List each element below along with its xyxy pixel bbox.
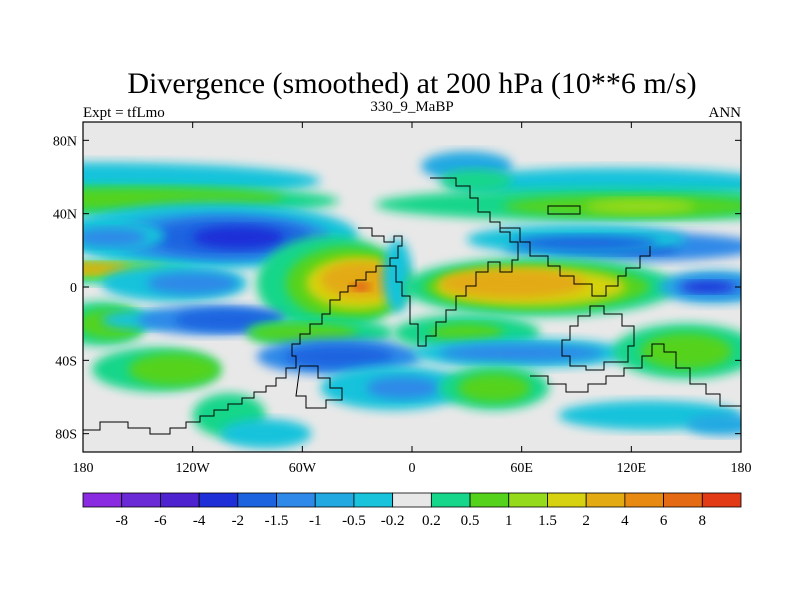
coastline-greenland <box>547 205 581 215</box>
colorbar-swatch <box>314 492 355 508</box>
field-contour <box>220 419 312 449</box>
colorbar-swatch <box>276 492 316 508</box>
field-contour <box>128 353 221 386</box>
colorbar-swatch <box>237 492 277 508</box>
colorbar-swatch <box>547 492 587 508</box>
colorbar-swatch <box>701 492 742 508</box>
y-tick-label: 80S <box>55 428 77 443</box>
colorbar-swatch <box>624 492 664 508</box>
field-contour <box>439 268 586 299</box>
coastline-americas <box>83 227 403 435</box>
colorbar-swatch <box>160 492 200 508</box>
colorbar-label: -1 <box>309 513 322 529</box>
coastline-africa <box>390 177 519 347</box>
colorbar-swatch <box>198 492 239 508</box>
coastline-australia <box>561 305 635 371</box>
colorbar-label: -2 <box>232 513 245 529</box>
case-label: 330_9_MaBP <box>370 99 453 115</box>
colorbar: -8 -6 -4 -2 -1.5 -1 -0.5 -0.2 0.2 0.5 1 1.5 2 4 6 8 <box>82 492 742 529</box>
x-tick-label: 180 <box>73 461 94 476</box>
y-tick-label: 80N <box>53 134 77 149</box>
x-tick-label: 0 <box>409 461 416 476</box>
field-contour <box>686 413 741 436</box>
field-contour <box>382 239 412 313</box>
field-contour <box>585 199 696 214</box>
field-contour <box>284 345 394 368</box>
plot-area <box>83 122 741 452</box>
colorbar-label: 0.2 <box>422 513 441 529</box>
colorbar-swatch <box>121 492 161 508</box>
y-tick-label: 40N <box>53 208 77 223</box>
field-contour <box>680 281 736 293</box>
colorbar-label: -4 <box>193 513 206 529</box>
x-tick-label: 120W <box>176 461 211 476</box>
colorbar-label: 0.5 <box>461 513 480 529</box>
field-contour <box>83 263 129 275</box>
field-contour <box>146 272 239 295</box>
colorbar-swatch <box>392 492 432 508</box>
colorbar-label: -0.5 <box>342 513 366 529</box>
field-contour <box>192 226 285 249</box>
field-contour <box>439 343 604 363</box>
colorbar-label: 8 <box>699 513 707 529</box>
field-contour <box>640 332 732 370</box>
coastlines <box>83 177 741 435</box>
colorbar-label: -1.5 <box>265 513 289 529</box>
chart-title: Divergence (smoothed) at 200 hPa (10**6 … <box>127 67 696 100</box>
colorbar-label: 4 <box>621 513 629 529</box>
x-tick-label: 60W <box>289 461 317 476</box>
colorbar-swatch <box>469 492 510 508</box>
colorbar-swatch <box>663 492 703 508</box>
field-contour <box>366 376 440 399</box>
field-contour <box>247 323 358 343</box>
x-tick-label: 60E <box>510 461 533 476</box>
y-tick-label: 40S <box>55 354 77 369</box>
season-label: ANN <box>709 105 742 121</box>
colorbar-swatch <box>82 492 123 508</box>
coastline-eurasia <box>500 227 651 297</box>
field-contour <box>439 169 513 192</box>
y-tick-label: 0 <box>70 281 77 296</box>
colorbar-label: -8 <box>115 513 128 529</box>
field-contour <box>174 309 285 331</box>
colorbar-label: -0.2 <box>381 513 405 529</box>
colorbar-swatch <box>430 492 471 508</box>
divergence-field <box>83 151 741 449</box>
colorbar-swatch <box>353 492 394 508</box>
field-contour <box>351 283 370 291</box>
field-contour <box>512 235 659 251</box>
colorbar-swatch <box>508 492 548 508</box>
colorbar-label: 1.5 <box>538 513 557 529</box>
field-contour <box>457 373 531 403</box>
field-contour <box>430 323 504 343</box>
colorbar-label: 1 <box>505 513 513 529</box>
coastline-south-islands <box>530 343 741 407</box>
x-tick-label: 120E <box>617 461 647 476</box>
x-tick-label: 180 <box>731 461 752 476</box>
colorbar-label: -6 <box>154 513 167 529</box>
colorbar-label: 2 <box>582 513 590 529</box>
field-contour <box>83 228 147 247</box>
colorbar-swatch <box>585 492 626 508</box>
experiment-label: Expt = tfLmo <box>83 105 165 121</box>
coastline-antarctica-edge <box>295 365 343 409</box>
colorbar-label: 6 <box>660 513 668 529</box>
axes: 180 120W 60W 0 60E 120E 180 80N 40N 0 40S 80S <box>53 122 752 476</box>
